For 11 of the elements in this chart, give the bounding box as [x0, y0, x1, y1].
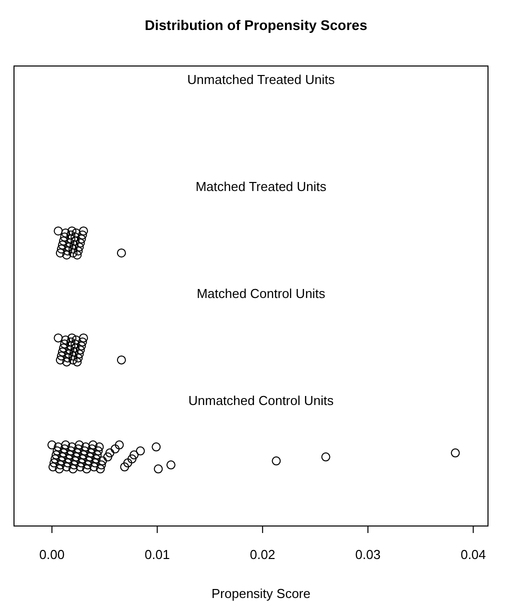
x-tick-label: 0.00 — [39, 547, 65, 562]
y-tick-label: Unmatched Control Units — [188, 392, 334, 408]
y-tick-label: Matched Treated Units — [196, 178, 327, 194]
x-tick-label: 0.02 — [250, 547, 276, 562]
chart-title: Distribution of Propensity Scores — [144, 17, 368, 33]
x-tick-label: 0.04 — [460, 547, 486, 562]
x-tick-label: 0.01 — [144, 547, 170, 562]
y-tick-label: Matched Control Units — [196, 286, 326, 301]
x-tick-label: 0.03 — [355, 547, 381, 562]
x-axis-title: Propensity Score — [212, 586, 310, 601]
y-tick-label: Unmatched Treated Units — [187, 72, 336, 87]
